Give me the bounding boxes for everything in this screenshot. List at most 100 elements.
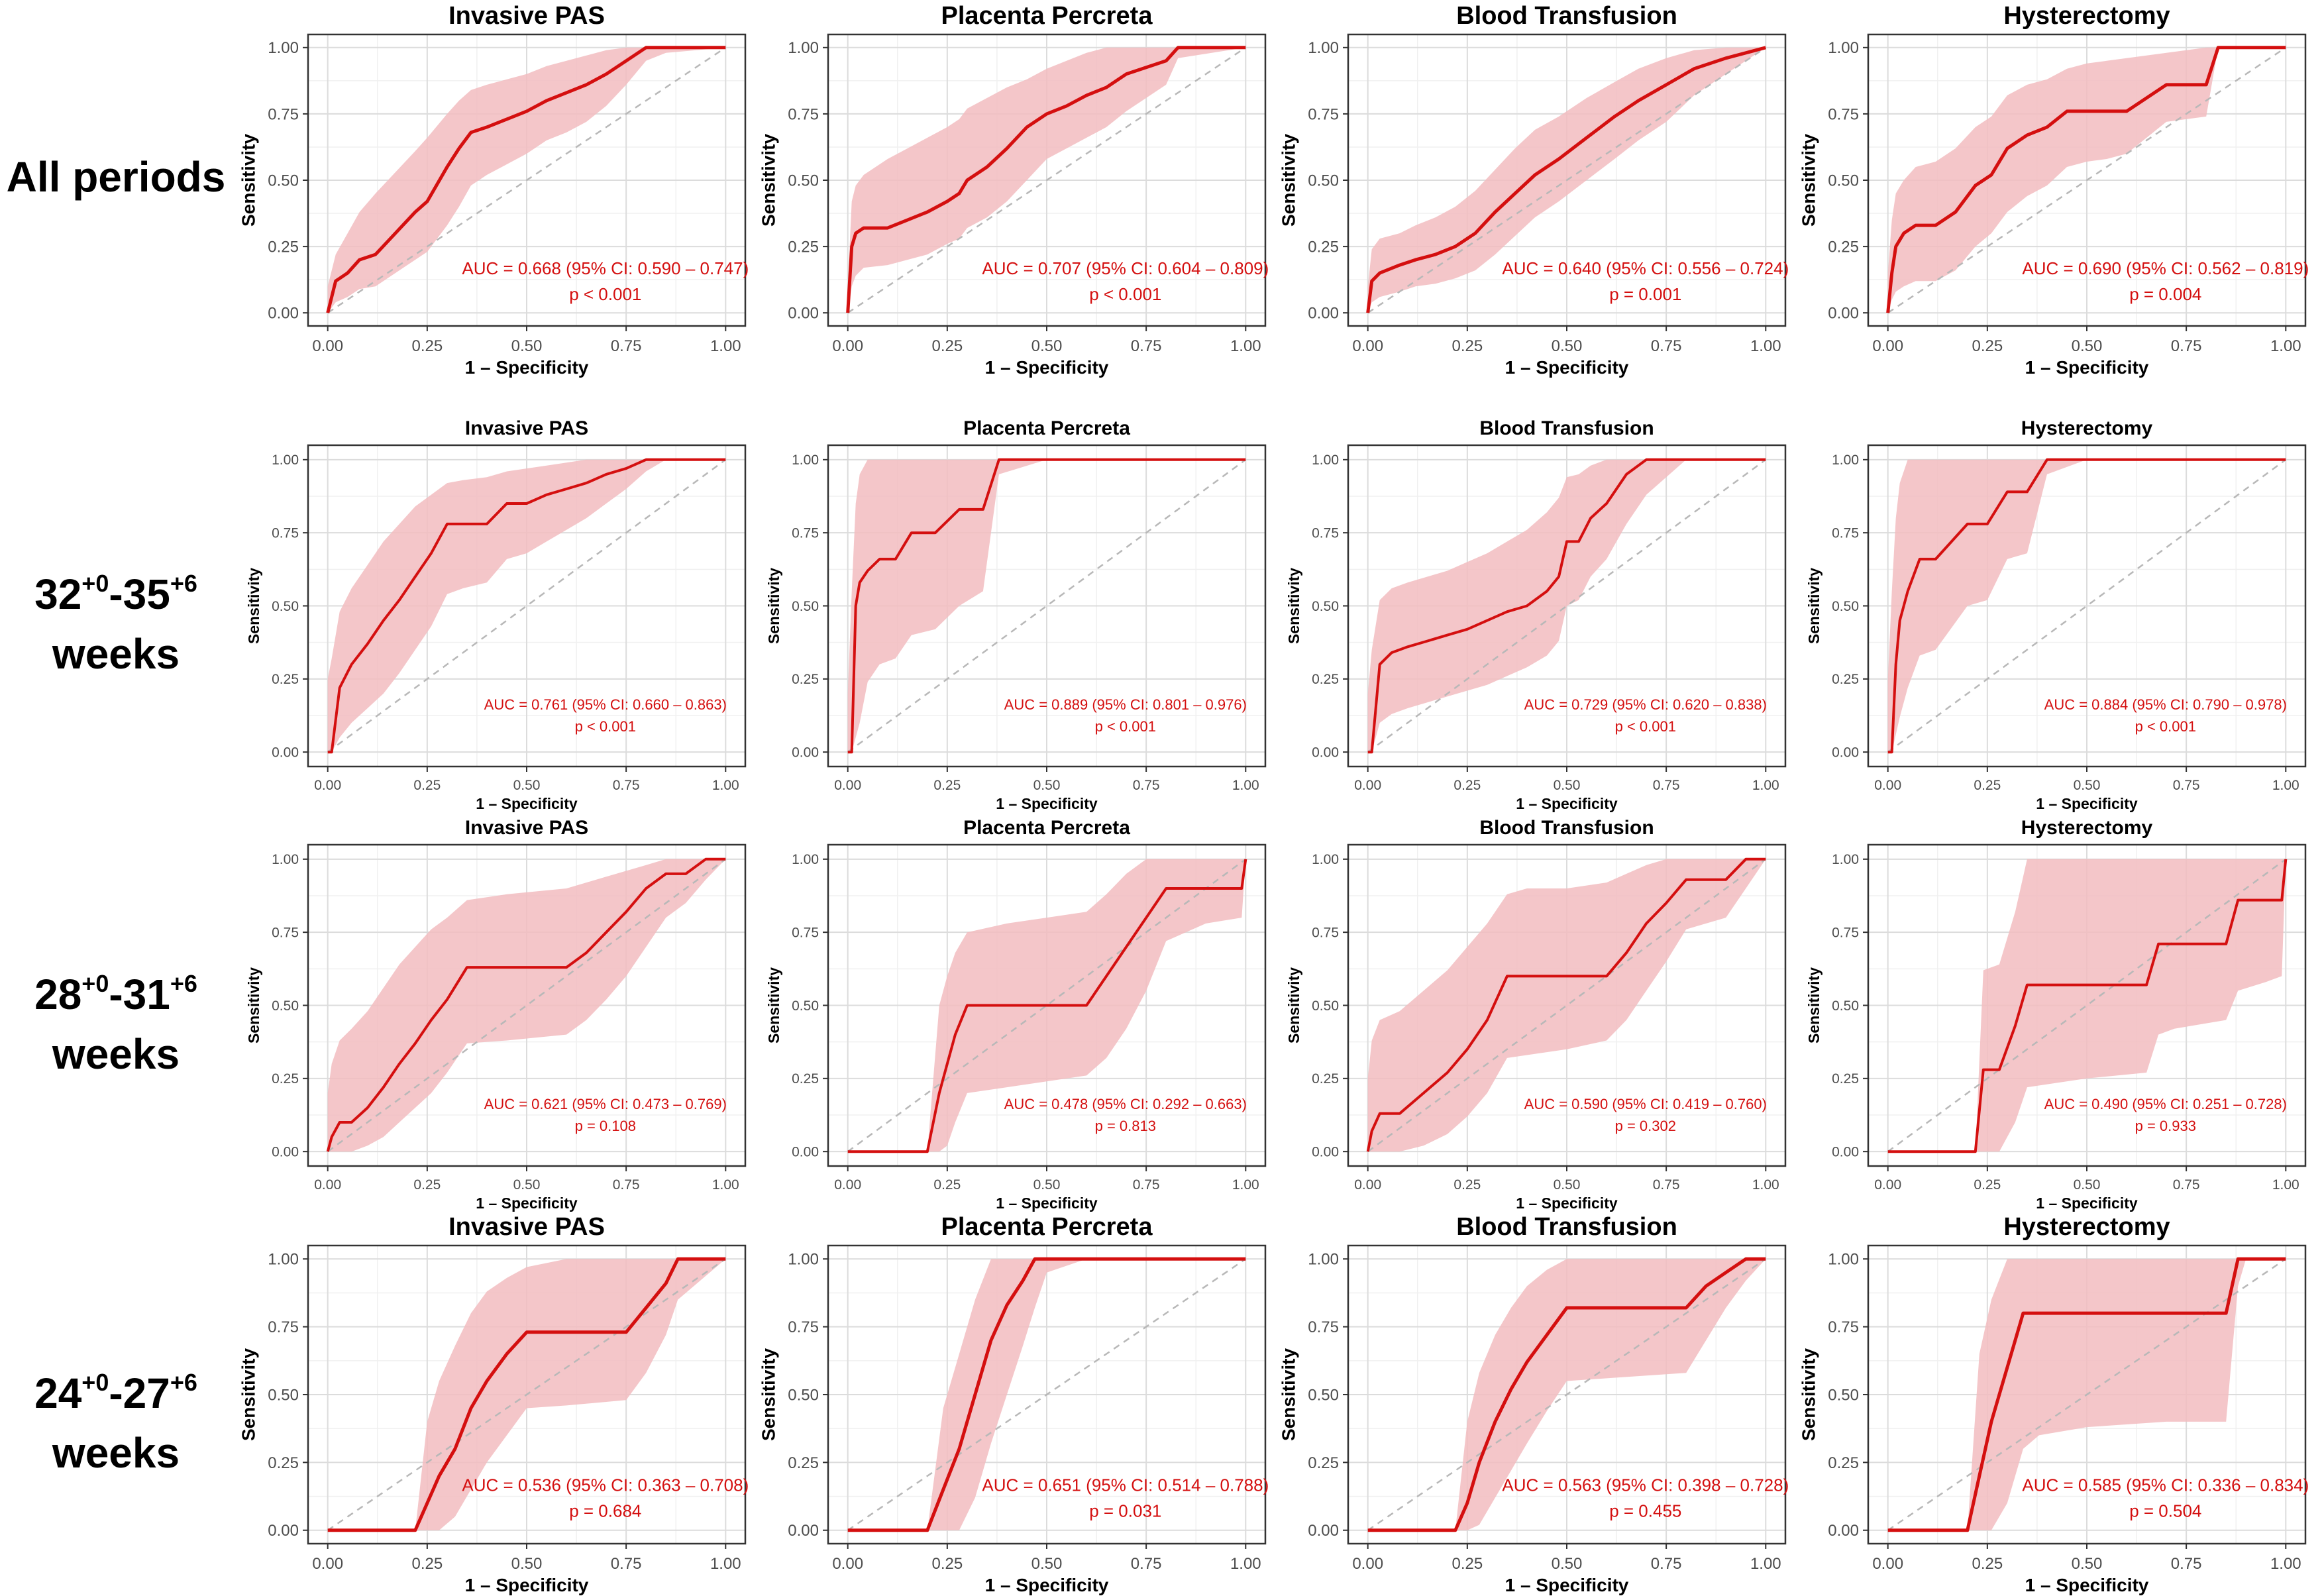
- panel-title: Blood Transfusion: [1479, 417, 1654, 439]
- x-tick-label: 0.00: [1872, 1555, 1903, 1573]
- x-tick-label: 0.25: [413, 778, 441, 793]
- auc-annotation: AUC = 0.668 (95% CI: 0.590 – 0.747): [462, 258, 749, 278]
- x-tick-label: 1.00: [712, 1177, 739, 1193]
- p-value-annotation: p = 0.504: [2129, 1501, 2201, 1520]
- x-tick-label: 0.00: [314, 1177, 341, 1193]
- auc-annotation: AUC = 0.563 (95% CI: 0.398 – 0.728): [1502, 1475, 1789, 1495]
- x-tick-label: 0.75: [1651, 1555, 1682, 1573]
- x-tick-label: 0.25: [1453, 1177, 1481, 1193]
- row-label-weeks: weeks: [52, 1030, 180, 1078]
- x-axis-label: 1 – Specificity: [1505, 1575, 1629, 1595]
- y-tick-label: 0.75: [272, 926, 299, 941]
- x-tick-label: 0.00: [832, 337, 863, 355]
- x-tick-label: 0.00: [832, 1555, 863, 1573]
- x-tick-label: 0.75: [2171, 337, 2202, 355]
- x-axis-label: 1 – Specificity: [996, 795, 1098, 812]
- x-tick-label: 0.25: [931, 337, 963, 355]
- x-tick-label: 0.00: [834, 778, 861, 793]
- p-value-annotation: p < 0.001: [1615, 718, 1676, 735]
- row-label-sup-end: +6: [170, 1369, 197, 1396]
- x-tick-label: 0.25: [413, 1177, 441, 1193]
- x-tick-label: 0.25: [933, 1177, 961, 1193]
- x-tick-label: 0.75: [1653, 1177, 1680, 1193]
- ci-band: [847, 459, 1246, 753]
- reference-diagonal: [1887, 858, 2287, 1153]
- y-axis-label: Sensitivity: [1805, 967, 1822, 1043]
- x-axis-label: 1 – Specificity: [476, 795, 578, 812]
- roc-curve: [846, 46, 1246, 313]
- y-tick-label: 0.25: [1828, 239, 1859, 256]
- x-tick-label: 0.00: [1354, 778, 1381, 793]
- auc-annotation: AUC = 0.889 (95% CI: 0.801 – 0.976): [1004, 696, 1247, 713]
- x-tick-label: 1.00: [2272, 1177, 2299, 1193]
- x-axis-label: 1 – Specificity: [2036, 795, 2138, 812]
- x-tick-label: 1.00: [1232, 1177, 1259, 1193]
- panel-title: Blood Transfusion: [1479, 817, 1654, 839]
- y-tick-label: 0.00: [1828, 305, 1859, 323]
- roc-curve: [847, 1257, 1246, 1532]
- y-tick-label: 0.00: [1828, 1522, 1859, 1540]
- row-label-weeks: weeks: [52, 1429, 180, 1477]
- x-tick-label: 0.00: [1872, 337, 1903, 355]
- y-tick-label: 1.00: [792, 452, 819, 468]
- reference-diagonal: [847, 458, 1247, 753]
- y-tick-label: 0.00: [792, 745, 819, 761]
- x-tick-label: 0.00: [312, 337, 343, 355]
- x-tick-label: 1.00: [2272, 778, 2299, 793]
- reference-diagonal: [327, 458, 727, 753]
- y-tick-label: 1.00: [1308, 39, 1339, 57]
- auc-annotation: AUC = 0.884 (95% CI: 0.790 – 0.978): [2044, 696, 2287, 713]
- x-tick-label: 0.50: [1033, 778, 1061, 793]
- y-tick-label: 0.50: [1828, 1386, 1859, 1404]
- y-tick-label: 0.75: [1832, 926, 1859, 941]
- y-axis-label: Sensitivity: [1805, 568, 1822, 644]
- x-tick-label: 0.75: [1653, 778, 1680, 793]
- y-tick-label: 0.75: [792, 926, 819, 941]
- y-tick-label: 0.00: [1308, 1522, 1339, 1540]
- x-tick-label: 0.00: [1354, 1177, 1381, 1193]
- row-label-all-periods: All periods: [0, 147, 232, 207]
- x-tick-label: 0.25: [1972, 1555, 2003, 1573]
- y-tick-label: 0.50: [1308, 1386, 1339, 1404]
- y-tick-label: 1.00: [1828, 39, 1859, 57]
- y-tick-label: 0.75: [268, 1318, 299, 1336]
- y-tick-label: 0.75: [788, 105, 819, 123]
- reference-diagonal: [847, 46, 1246, 314]
- x-tick-label: 0.50: [513, 778, 541, 793]
- y-tick-label: 1.00: [1828, 1251, 1859, 1269]
- roc-panel-3-3: 0.00 0.00 0.25 0.25 0.50 0.50 0.75 0.75 1.00 1.00…: [1285, 817, 1787, 1212]
- y-tick-label: 1.00: [268, 1251, 299, 1269]
- p-value-annotation: p = 0.933: [2135, 1118, 2196, 1134]
- panel-title: Hysterectomy: [2021, 817, 2153, 839]
- panel-title: Invasive PAS: [465, 417, 588, 439]
- row-label-start: 32: [34, 570, 82, 618]
- panel-title: Blood Transfusion: [1456, 1213, 1677, 1241]
- roc-panel-3-2: 0.00 0.00 0.25 0.25 0.50 0.50 0.75 0.75 1.00 1.00…: [765, 817, 1267, 1212]
- y-tick-label: 0.00: [1312, 745, 1339, 761]
- x-tick-label: 1.00: [1752, 778, 1779, 793]
- y-tick-label: 0.50: [268, 1386, 299, 1404]
- roc-panel-3-1: 0.00 0.00 0.25 0.25 0.50 0.50 0.75 0.75 1.00 1.00…: [245, 817, 747, 1212]
- ci-band: [327, 459, 726, 753]
- y-tick-label: 0.25: [788, 239, 819, 256]
- roc-panel-2-3: 0.00 0.00 0.25 0.25 0.50 0.50 0.75 0.75 1.00 1.00…: [1285, 417, 1787, 812]
- y-tick-label: 0.00: [1832, 1145, 1859, 1160]
- y-tick-label: 0.75: [268, 105, 299, 123]
- panel-title: Invasive PAS: [449, 2, 605, 30]
- reference-diagonal: [1887, 458, 2287, 753]
- x-tick-label: 0.25: [1974, 778, 2001, 793]
- y-tick-label: 0.25: [1312, 1071, 1339, 1087]
- y-axis-label: Sensitivity: [1279, 1348, 1299, 1441]
- y-axis-label: Sensitivity: [1285, 568, 1302, 644]
- p-value-annotation: p = 0.813: [1095, 1118, 1156, 1134]
- roc-panel-1-4: 0.00 0.00 0.25 0.25 0.50 0.50 0.75 0.75 1.00 1.00…: [1799, 2, 2309, 378]
- roc-curve: [1887, 458, 2286, 754]
- x-tick-label: 0.75: [2171, 1555, 2202, 1573]
- y-tick-label: 0.75: [792, 526, 819, 541]
- y-tick-label: 1.00: [788, 1251, 819, 1269]
- y-tick-label: 0.25: [272, 1071, 299, 1087]
- x-tick-label: 1.00: [1752, 1177, 1779, 1193]
- roc-curve: [1367, 458, 1766, 754]
